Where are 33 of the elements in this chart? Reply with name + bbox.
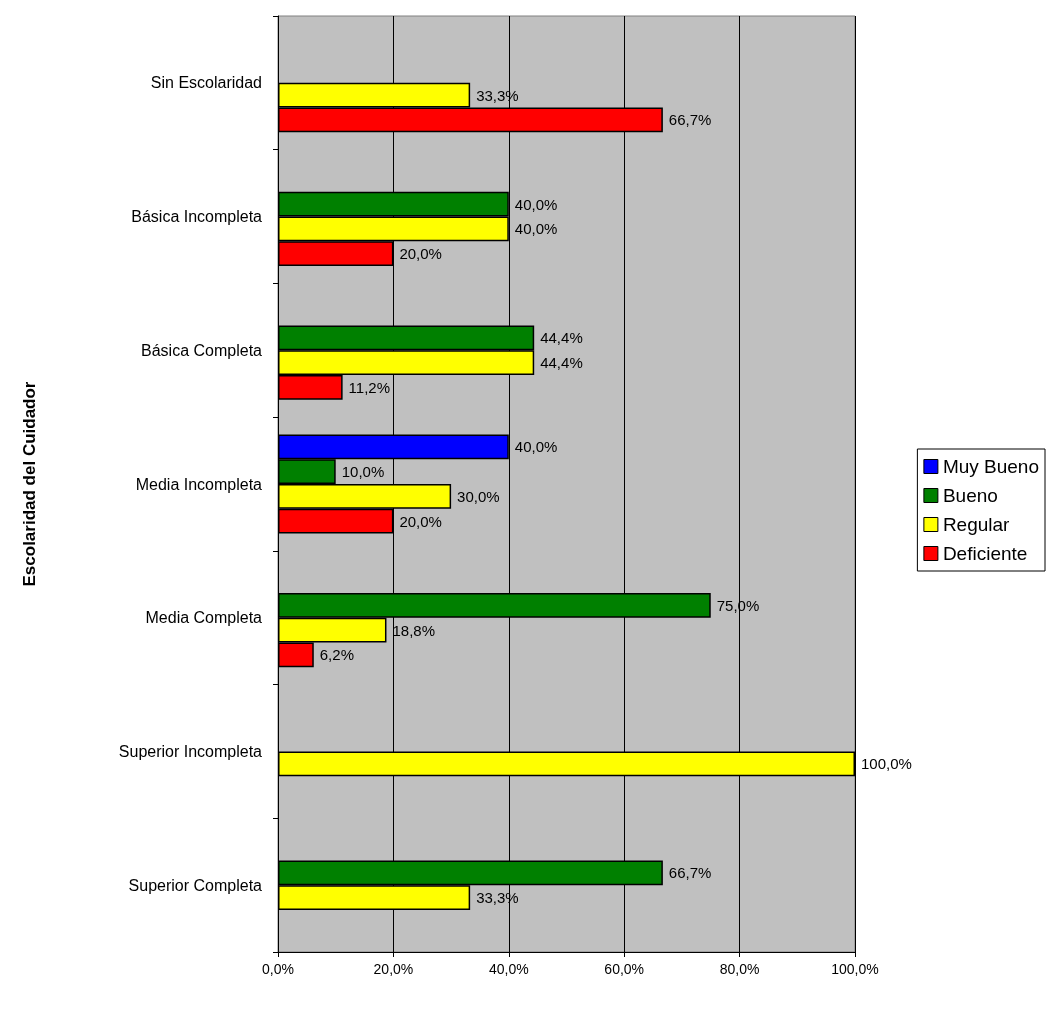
y-tick-label: Básica Completa [141, 341, 263, 359]
data-label: 44,4% [540, 354, 583, 372]
legend-label: Deficiente [942, 543, 1028, 564]
data-label: 20,0% [399, 512, 442, 530]
data-label: 66,7% [668, 864, 712, 882]
data-label: 20,0% [399, 245, 442, 263]
legend-label: Regular [942, 514, 1011, 535]
y-axis-title: Escolaridad del Cuidador [20, 381, 39, 587]
y-tick-label: Superior Completa [128, 876, 263, 894]
x-tick-label: 80,0% [719, 961, 760, 977]
legend-label: Bueno [942, 485, 998, 506]
data-label: 30,0% [457, 487, 500, 505]
legend-label: Muy Bueno [942, 456, 1040, 477]
x-tick-label: 20,0% [373, 961, 414, 977]
x-tick-label: 0,0% [262, 961, 294, 977]
y-tick-label: Media Incompleta [135, 475, 263, 493]
x-tick-label: 100,0% [831, 961, 879, 977]
data-label: 100,0% [861, 755, 912, 773]
x-tick-label: 60,0% [604, 961, 645, 977]
y-tick-label: Media Completa [145, 609, 263, 627]
data-label: 10,0% [341, 463, 385, 481]
y-tick-label: Sin Escolaridad [150, 74, 262, 92]
y-tick-label: Superior Incompleta [118, 742, 263, 760]
data-label: 40,0% [514, 220, 558, 238]
data-label: 40,0% [514, 438, 558, 456]
data-label: 40,0% [514, 195, 558, 213]
data-label: 18,8% [392, 621, 436, 639]
data-label: 11,2% [348, 378, 391, 396]
data-label: 66,7% [668, 111, 712, 129]
x-tick-label: 40,0% [488, 961, 529, 977]
y-tick-label: Básica Incompleta [131, 208, 263, 226]
data-label: 44,4% [540, 329, 583, 347]
data-label: 6,2% [319, 646, 354, 664]
